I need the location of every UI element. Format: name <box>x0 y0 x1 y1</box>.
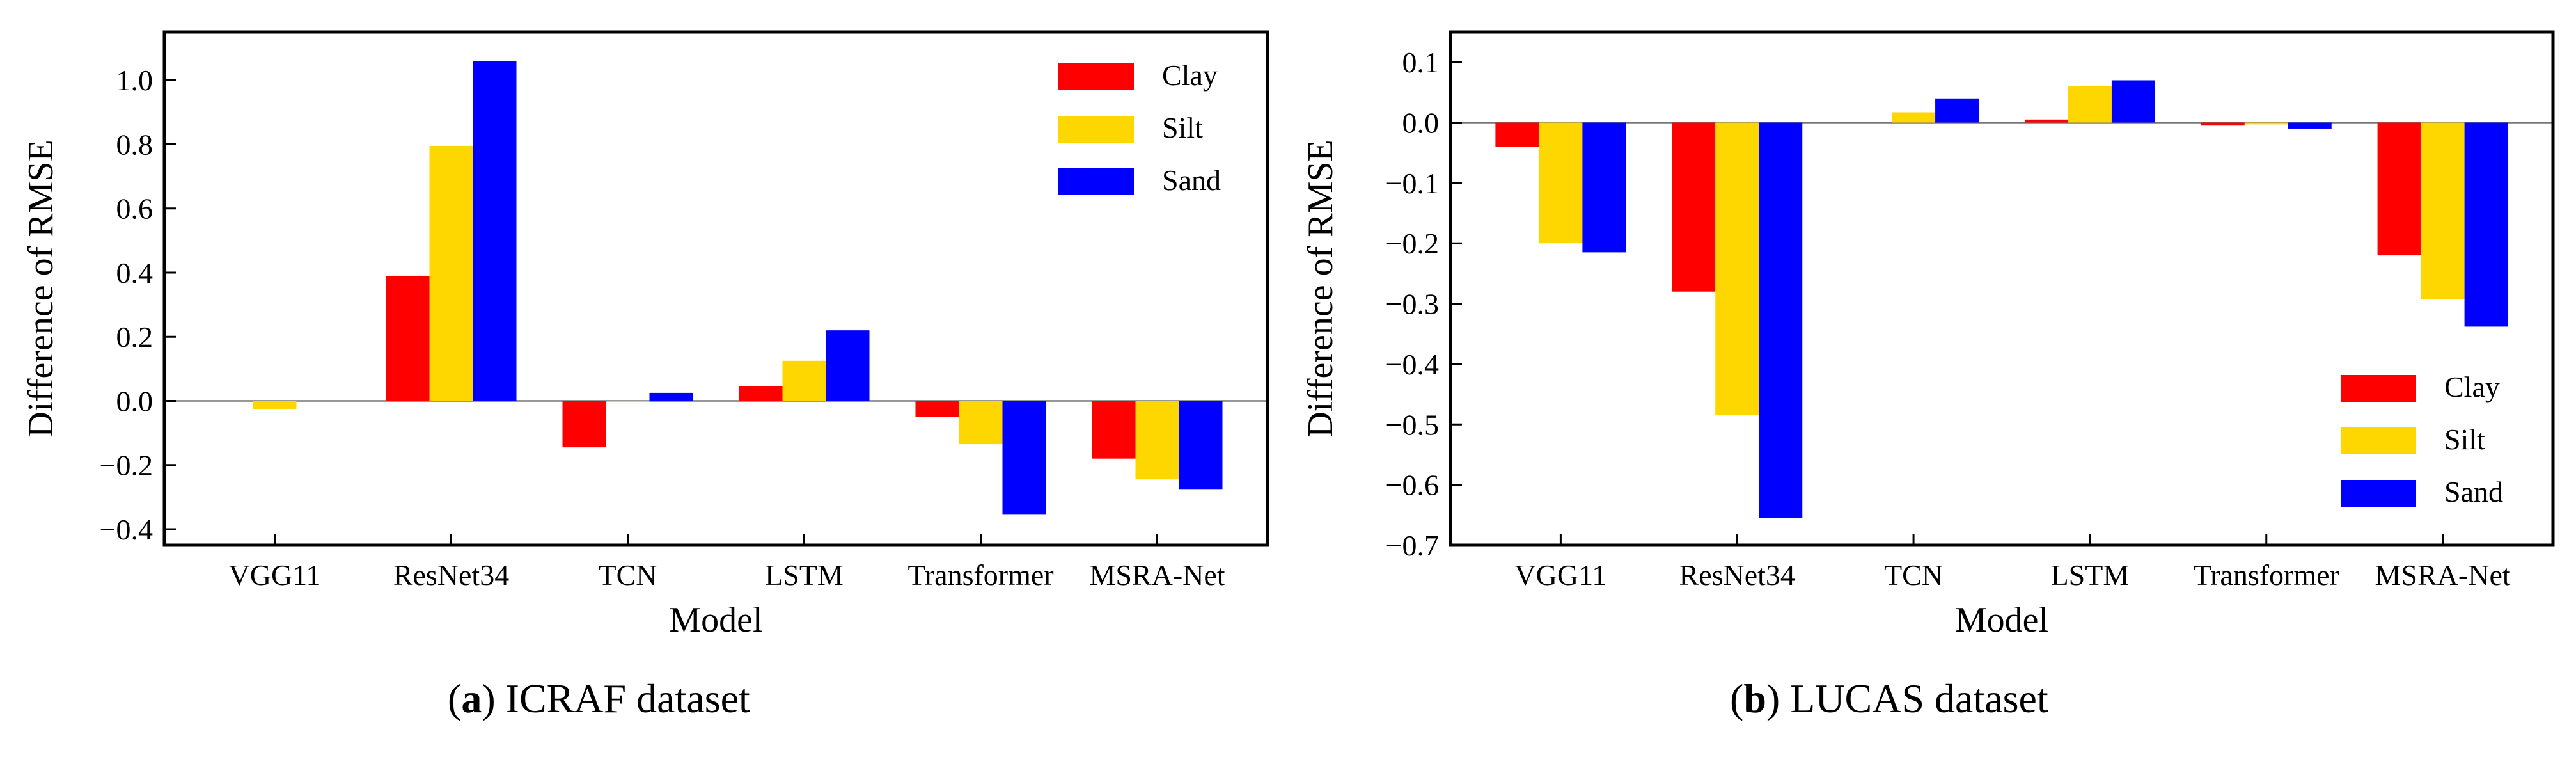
bar-silt-lstm <box>782 360 826 401</box>
y-tick-label: 0.4 <box>116 257 153 289</box>
plot-frame <box>1449 30 2555 547</box>
bar-clay-msra-net <box>1092 401 1136 459</box>
x-tick-label: TCN <box>599 559 657 591</box>
bar-sand-resnet34 <box>473 61 517 401</box>
plot-frame <box>162 30 1269 547</box>
y-tick-label: −0.1 <box>1386 167 1439 200</box>
y-tick-label: −0.2 <box>100 449 153 482</box>
caption-a-letter: a <box>461 676 482 721</box>
bar-silt-lstm <box>2068 86 2112 123</box>
bar-clay-msra-net <box>2377 122 2421 256</box>
caption-b-letter: b <box>1743 676 1766 721</box>
x-tick-label: VGG11 <box>229 559 321 591</box>
y-tick-label: 0.0 <box>1402 107 1440 139</box>
caption-b: (b) LUCAS dataset <box>1730 676 2048 721</box>
bar-sand-vgg11 <box>1582 122 1626 253</box>
bar-sand-resnet34 <box>1759 122 1803 518</box>
legend-swatch-clay <box>1058 63 1134 90</box>
bar-silt-vgg11 <box>253 401 297 409</box>
bar-sand-tcn <box>1935 98 1979 123</box>
y-tick-label: −0.3 <box>1386 288 1439 321</box>
y-tick-label: −0.2 <box>1386 227 1439 260</box>
x-tick-label: TCN <box>1884 559 1943 591</box>
legend-swatch-sand <box>1058 168 1134 195</box>
bar-clay-lstm <box>739 386 783 401</box>
legend-label-silt: Silt <box>1162 111 1203 144</box>
bar-clay-transformer <box>915 401 959 417</box>
bar-sand-transformer <box>1002 401 1046 515</box>
caption-b-text: LUCAS dataset <box>1790 676 2048 721</box>
x-tick-label: MSRA-Net <box>1089 559 1225 591</box>
y-tick-label: −0.4 <box>100 513 153 546</box>
y-tick-label: −0.4 <box>1386 348 1439 381</box>
x-tick-label: LSTM <box>2051 559 2130 591</box>
y-axis-label: Difference of RMSE <box>21 139 61 438</box>
y-axis-label: Difference of RMSE <box>1301 139 1340 438</box>
x-tick-label: LSTM <box>765 559 844 591</box>
bar-silt-vgg11 <box>1539 122 1583 244</box>
bar-clay-resnet34 <box>1672 122 1716 292</box>
chart-panel-a: −0.4 −0.2 0.0 0.2 0.4 0.6 0.8 1.0 VGG11 ResNet34 T… <box>21 30 1269 640</box>
bar-clay-transformer <box>2201 122 2245 126</box>
y-tick-label: 0.6 <box>116 193 153 225</box>
bar-clay-resnet34 <box>386 275 430 401</box>
x-tick-label: ResNet34 <box>393 559 509 591</box>
bar-silt-msra-net <box>2421 122 2465 299</box>
legend-label-silt: Silt <box>2444 423 2485 456</box>
bar-sand-msra-net <box>2464 122 2508 327</box>
bar-sand-lstm <box>2111 80 2155 123</box>
y-tick-label: −0.5 <box>1386 408 1439 441</box>
x-tick-label: Transformer <box>907 559 1053 591</box>
caption-a-text: ICRAF dataset <box>505 676 750 721</box>
bar-clay-tcn <box>562 401 606 448</box>
chart-panel-b: −0.7 −0.6 −0.5 −0.4 −0.3 −0.2 −0.1 0.0 0.1 VGG11 R… <box>1301 30 2555 640</box>
y-tick-label: 0.2 <box>116 321 153 353</box>
y-tick-label: −0.7 <box>1386 529 1439 562</box>
bar-silt-tcn <box>606 401 650 402</box>
bar-sand-lstm <box>826 330 870 401</box>
x-tick-label: VGG11 <box>1514 559 1606 591</box>
legend-label-sand: Sand <box>2444 475 2503 508</box>
legend-label-sand: Sand <box>1162 164 1221 196</box>
legend-swatch-sand <box>2341 480 2416 507</box>
y-tick-label: 0.1 <box>1402 46 1440 79</box>
bar-sand-tcn <box>649 392 693 401</box>
caption-a: (a) ICRAF dataset <box>448 676 750 721</box>
legend-swatch-clay <box>2341 375 2416 402</box>
x-tick-label: MSRA-Net <box>2375 559 2511 591</box>
bar-clay-vgg11 <box>1495 122 1539 147</box>
bar-silt-transformer <box>959 401 1003 445</box>
legend-swatch-silt <box>2341 427 2416 454</box>
legend-label-clay: Clay <box>1162 59 1218 92</box>
x-axis-label: Model <box>1955 600 2048 640</box>
bar-silt-tcn <box>1892 112 1936 123</box>
x-tick-label: Transformer <box>2194 559 2339 591</box>
bar-silt-transformer <box>2244 122 2288 125</box>
y-tick-label: 1.0 <box>116 64 153 97</box>
x-axis-label: Model <box>669 600 762 640</box>
x-tick-label: ResNet34 <box>1679 559 1795 591</box>
bar-silt-msra-net <box>1135 401 1179 480</box>
bar-silt-resnet34 <box>429 145 473 401</box>
bar-sand-msra-net <box>1179 401 1223 490</box>
legend-swatch-silt <box>1058 116 1134 143</box>
bar-sand-transformer <box>2288 122 2332 129</box>
y-tick-label: −0.6 <box>1386 469 1439 502</box>
legend-label-clay: Clay <box>2444 371 2500 403</box>
bar-silt-resnet34 <box>1715 122 1759 416</box>
y-tick-label: 0.0 <box>116 385 153 417</box>
y-tick-label: 0.8 <box>116 128 153 161</box>
bar-clay-lstm <box>2024 119 2068 123</box>
